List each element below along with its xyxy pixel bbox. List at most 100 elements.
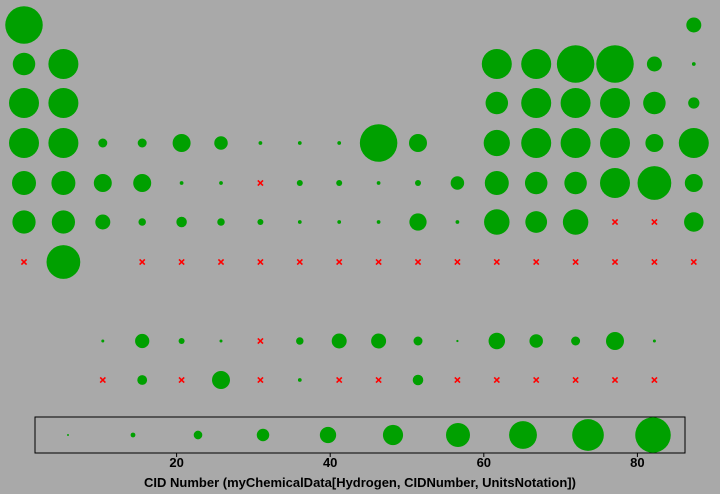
data-bubble — [48, 88, 79, 118]
missing-value-marker — [572, 376, 579, 384]
data-bubble — [688, 97, 700, 109]
legend-bubble — [319, 426, 337, 444]
missing-value-marker — [257, 179, 264, 187]
data-bubble — [258, 141, 263, 145]
missing-value-marker — [611, 258, 619, 266]
data-bubble — [5, 6, 43, 44]
x-tick-label: 60 — [477, 455, 491, 470]
legend-bubble — [193, 430, 203, 440]
data-bubble — [556, 45, 595, 83]
data-bubble — [485, 91, 509, 115]
missing-value-marker — [178, 258, 185, 266]
data-bubble — [413, 336, 423, 346]
data-bubble — [12, 52, 36, 76]
data-bubble — [133, 174, 152, 192]
data-bubble — [691, 62, 696, 66]
data-bubble — [412, 374, 424, 386]
data-bubble — [571, 336, 581, 346]
data-bubble — [331, 333, 347, 349]
data-bubble — [684, 212, 704, 232]
data-bubble — [101, 339, 105, 343]
data-bubble — [483, 129, 510, 157]
missing-value-marker — [375, 376, 382, 384]
data-bubble — [359, 124, 398, 162]
data-bubble — [135, 333, 150, 349]
data-bubble — [217, 218, 225, 226]
data-bubble — [600, 88, 630, 118]
missing-value-marker — [651, 258, 658, 266]
data-bubble — [684, 174, 703, 192]
data-bubble — [176, 216, 187, 228]
missing-value-marker — [336, 376, 343, 384]
missing-value-marker — [99, 376, 106, 384]
missing-value-marker — [178, 376, 185, 384]
data-bubble — [257, 219, 264, 225]
data-bubble — [219, 339, 223, 343]
missing-value-marker — [651, 218, 658, 226]
x-tick-label: 40 — [323, 455, 337, 470]
missing-value-marker — [139, 258, 146, 266]
data-bubble — [137, 138, 147, 148]
legend-bubble — [67, 434, 69, 436]
missing-value-marker — [690, 258, 697, 266]
data-bubble — [637, 166, 672, 200]
data-bubble — [98, 138, 108, 148]
data-bubble — [596, 45, 634, 83]
data-bubble — [409, 134, 427, 152]
missing-value-marker — [493, 258, 500, 266]
data-bubble — [600, 168, 630, 198]
data-bubble — [137, 375, 148, 385]
data-bubble — [95, 214, 111, 230]
data-bubble — [409, 213, 427, 231]
data-bubble — [179, 181, 184, 185]
missing-value-marker — [493, 376, 500, 384]
missing-value-marker — [217, 258, 225, 266]
data-bubble — [212, 371, 230, 389]
legend-bubble — [130, 432, 136, 438]
data-bubble — [51, 210, 76, 234]
data-bubble — [178, 338, 185, 344]
data-bubble — [297, 220, 302, 224]
legend-bubble — [256, 428, 270, 442]
data-bubble — [646, 56, 662, 72]
missing-value-marker — [414, 258, 422, 266]
data-bubble — [337, 141, 342, 145]
data-bubble — [371, 333, 387, 349]
size-legend — [67, 417, 671, 453]
missing-value-marker — [375, 258, 382, 266]
data-bubble — [376, 181, 381, 185]
missing-value-marker — [296, 258, 303, 266]
missing-value-marker — [454, 258, 461, 266]
data-bubble — [219, 181, 223, 185]
data-bubble — [12, 210, 36, 234]
data-bubble — [172, 134, 191, 152]
x-tick-label: 20 — [169, 455, 183, 470]
data-bubble — [336, 180, 343, 186]
data-bubble — [484, 171, 509, 195]
legend-bubble — [635, 417, 671, 453]
data-bubble — [606, 332, 624, 350]
data-bubble — [296, 337, 304, 345]
data-bubble — [12, 171, 36, 195]
data-bubble — [455, 220, 460, 224]
data-bubble — [415, 180, 421, 186]
data-bubble — [562, 209, 589, 235]
legend-bubble — [509, 421, 537, 449]
data-bubble — [51, 171, 76, 195]
missing-value-marker — [611, 218, 619, 226]
missing-value-marker — [257, 376, 264, 384]
data-bubble — [297, 378, 302, 382]
data-bubble — [9, 88, 39, 118]
missing-value-marker — [651, 376, 658, 384]
size-legend-frame — [34, 416, 686, 454]
data-bubble — [46, 245, 81, 279]
data-bubble — [686, 17, 702, 33]
data-bubble — [525, 211, 548, 233]
data-bubble — [488, 332, 506, 350]
data-bubble — [521, 49, 552, 79]
legend-bubble — [572, 419, 604, 451]
data-bubble — [560, 128, 591, 158]
data-bubble — [376, 220, 381, 224]
x-axis-title: CID Number (myChemicalData[Hydrogen, CID… — [144, 475, 576, 490]
